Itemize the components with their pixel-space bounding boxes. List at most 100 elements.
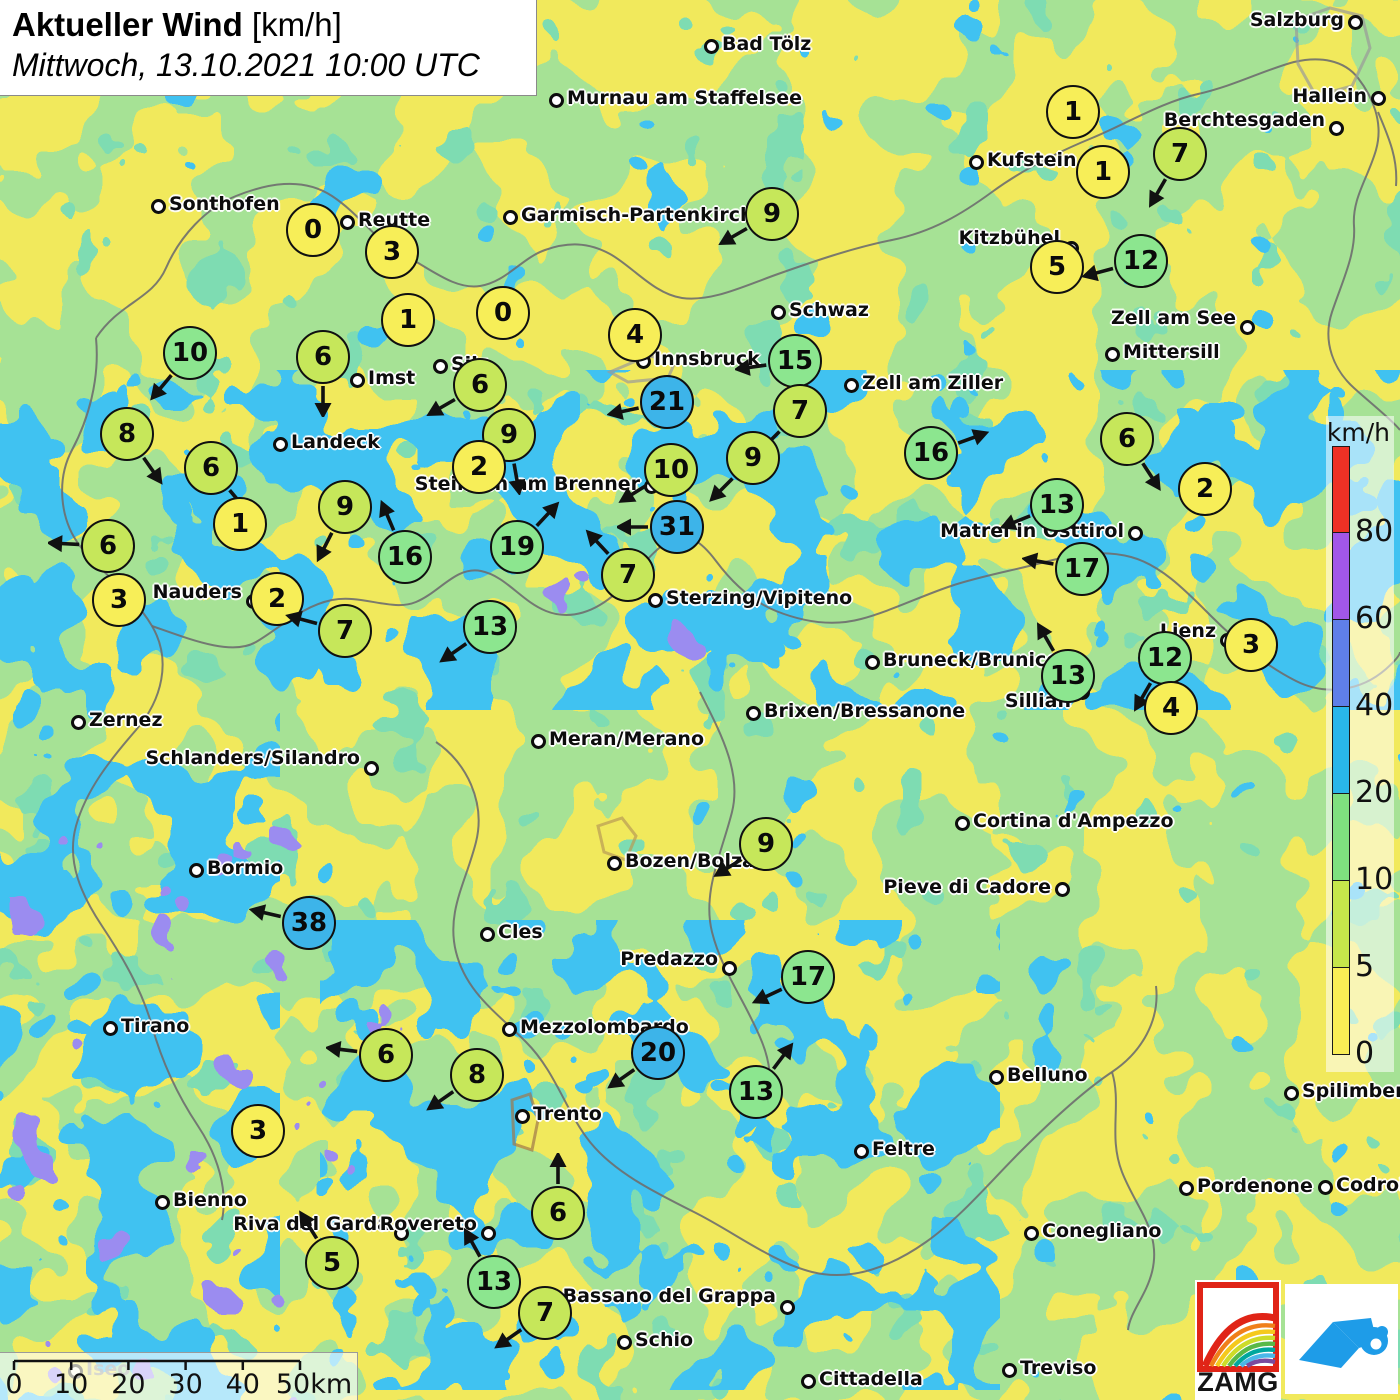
legend-segment <box>1332 880 1350 968</box>
wind-speed-value: 7 <box>318 604 372 658</box>
town-label: Conegliano <box>1042 1220 1162 1242</box>
town-label: Zernez <box>89 709 163 731</box>
wind-speed-value: 6 <box>184 441 238 495</box>
wind-marker: 3 <box>59 540 179 660</box>
legend-segment <box>1332 532 1350 620</box>
town-label: Salzburg <box>1249 9 1344 31</box>
legend-tick-label: 80 <box>1355 514 1394 549</box>
legend-tick-label: 40 <box>1355 688 1394 723</box>
wind-marker: 6 <box>263 297 383 417</box>
town-label: Berchtesgaden <box>1163 109 1325 131</box>
town-label: Cittadella <box>819 1368 923 1390</box>
wind-speed-value: 17 <box>1055 542 1109 596</box>
wind-speed-value: 5 <box>1030 240 1084 294</box>
town-dot <box>363 760 379 776</box>
wind-speed-value: 1 <box>1046 85 1100 139</box>
legend-tick-label: 0 <box>1355 1036 1375 1071</box>
wind-marker: 10 <box>611 410 731 530</box>
wind-marker: 31 <box>617 467 737 587</box>
town-label: Meran/Merano <box>549 728 705 750</box>
town-dot <box>968 154 984 170</box>
wind-marker: 12 <box>1081 201 1201 321</box>
wind-marker: 1 <box>348 260 468 380</box>
town-dot <box>606 855 622 871</box>
scale-label: 50km <box>275 1369 353 1400</box>
town-label: Innsbruck <box>654 348 760 370</box>
wind-marker: 8 <box>417 1015 537 1135</box>
wind-marker: 16 <box>345 497 465 617</box>
wind-marker: 6 <box>498 1153 618 1273</box>
wind-speed-value: 3 <box>231 1104 285 1158</box>
town-label: Garmisch-Partenkirchen <box>521 204 780 226</box>
wind-speed-value: 9 <box>318 480 372 534</box>
wind-direction-arrow <box>1149 178 1168 208</box>
town-dot <box>1023 1225 1039 1241</box>
wind-direction-arrow <box>463 1227 482 1258</box>
town-dot <box>1104 346 1120 362</box>
wind-direction-arrow <box>751 987 783 1005</box>
legend-segment <box>1332 706 1350 794</box>
wind-speed-value: 12 <box>1114 234 1168 288</box>
town-label: Reutte <box>358 209 431 231</box>
wind-speed-value: 13 <box>729 1065 783 1119</box>
legend-tick-label: 10 <box>1355 862 1394 897</box>
wind-marker: 4 <box>575 275 695 395</box>
wind-marker: 3 <box>332 192 452 312</box>
wind-marker: 3 <box>198 1071 318 1191</box>
wind-speed-value: 10 <box>163 326 217 380</box>
town-label: Schio <box>635 1329 694 1351</box>
wind-marker: 9 <box>712 154 832 274</box>
wind-direction-arrow <box>494 1328 523 1349</box>
wind-marker: 6 <box>151 408 271 528</box>
wind-marker: 6 <box>1067 379 1187 499</box>
scale-label: 10 <box>54 1369 89 1400</box>
wind-marker: 15 <box>735 301 855 421</box>
wind-speed-value: 17 <box>781 950 835 1004</box>
wind-direction-arrow <box>326 1040 358 1058</box>
wind-direction-arrow <box>618 483 648 503</box>
wind-speed-value: 6 <box>296 330 350 384</box>
town-label: Bassano del Grappa <box>562 1285 776 1307</box>
town-label: Zell am See <box>1111 307 1236 329</box>
town-label: Pieve di Cadore <box>883 876 1051 898</box>
town-dot <box>779 1299 795 1315</box>
wind-marker: 7 <box>1120 94 1240 214</box>
wind-marker: 19 <box>457 487 577 607</box>
town-dot <box>514 1108 530 1124</box>
wind-speed-value: 6 <box>359 1028 413 1082</box>
town-dot <box>721 960 737 976</box>
wind-speed-value: 0 <box>286 203 340 257</box>
town-dot <box>548 92 564 108</box>
wind-direction-arrow <box>379 499 396 532</box>
town-dot <box>703 38 719 54</box>
wind-speed-legend: km/h 80 60 40 20 10 5 0 <box>1326 416 1394 1072</box>
town-dot <box>800 1373 816 1389</box>
wind-speed-value: 6 <box>1100 412 1154 466</box>
town-label: Cortina d'Ampezzo <box>973 810 1174 832</box>
wind-marker: 9 <box>706 784 826 904</box>
wind-direction-arrow <box>607 1068 636 1089</box>
wind-marker: 0 <box>253 170 373 290</box>
scale-label: 30 <box>168 1369 203 1400</box>
mountain-cloud-logo <box>1285 1284 1398 1394</box>
wind-direction-arrow <box>709 477 734 502</box>
town-dot <box>853 1143 869 1159</box>
scale-label: 40 <box>225 1369 260 1400</box>
wind-direction-arrow <box>150 374 173 401</box>
town-dot <box>530 733 546 749</box>
wind-direction-arrow <box>508 463 526 495</box>
wind-marker: 13 <box>430 567 550 687</box>
wind-direction-arrow <box>299 1210 319 1240</box>
town-dot <box>1127 525 1143 541</box>
wind-marker: 7 <box>485 1253 605 1373</box>
title-unit: [km/h] <box>242 6 342 43</box>
wind-direction-arrow <box>285 610 318 628</box>
title-bold: Aktueller Wind <box>12 6 243 43</box>
town-label: Kufstein <box>987 149 1077 171</box>
wind-speed-value: 16 <box>904 426 958 480</box>
wind-direction-arrow <box>48 535 80 553</box>
wind-direction-arrow <box>249 904 282 921</box>
town-dot <box>150 198 166 214</box>
wind-direction-arrow <box>314 386 332 417</box>
town-dot <box>154 1194 170 1210</box>
